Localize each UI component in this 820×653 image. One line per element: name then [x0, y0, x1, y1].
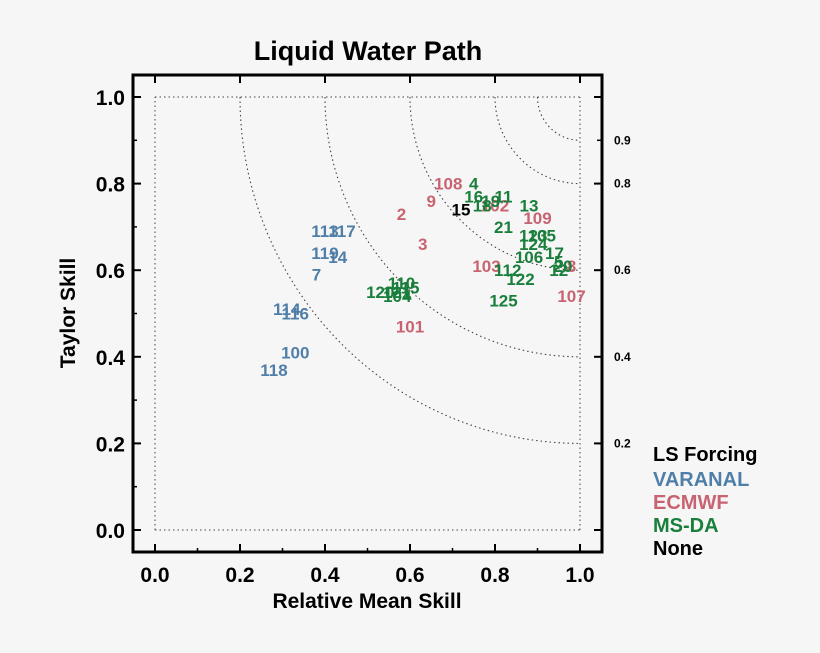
skill-arc — [494, 96, 581, 185]
arc-label: 0.9 — [614, 133, 631, 147]
point-label: 14 — [328, 248, 347, 267]
skill-arc — [409, 96, 581, 271]
y-tick-label: 0.2 — [96, 433, 125, 456]
point-label: 102 — [481, 196, 509, 215]
x-tick-label: 0.4 — [310, 564, 340, 587]
point-label: 13 — [520, 196, 539, 215]
point-label: 15 — [452, 201, 471, 220]
point-label: 114 — [273, 300, 301, 319]
point-label: 5 — [554, 253, 563, 272]
legend-entry: MS-DA — [653, 515, 719, 537]
point-label: 17 — [545, 244, 564, 263]
legend-entry: None — [653, 538, 703, 560]
point-label: 101 — [396, 317, 424, 336]
point-label: 3 — [418, 235, 427, 254]
legend-entry: ECMWF — [653, 492, 729, 514]
point-label: 107 — [557, 287, 585, 306]
point-label: 123 — [519, 227, 547, 246]
point-label: 103 — [472, 257, 500, 276]
arc-label: 0.8 — [614, 177, 631, 191]
point-label: 20 — [554, 257, 573, 276]
point-label: 109 — [523, 209, 551, 228]
y-tick-label: 0.8 — [96, 174, 126, 197]
point-label: 16 — [464, 188, 483, 207]
y-tick-label: 0.0 — [96, 520, 125, 543]
x-tick-label: 0.0 — [140, 564, 169, 587]
skill-arc — [324, 96, 581, 358]
grid-layer — [154, 96, 581, 531]
point-label: 2 — [397, 205, 406, 224]
y-tick-label: 1.0 — [96, 87, 125, 110]
y-tick-label: 0.4 — [96, 347, 126, 370]
plot-frame — [131, 73, 604, 554]
point-label: 12 — [549, 261, 568, 280]
legend-title: LS Forcing — [653, 444, 757, 466]
point-label: 118 — [260, 361, 287, 380]
point-label: 4 — [469, 175, 479, 194]
point-label: 100 — [281, 343, 309, 362]
arc-label: 0.4 — [614, 350, 631, 364]
point-label: 121 — [383, 283, 411, 302]
x-tick-label: 1.0 — [565, 564, 594, 587]
point-label: 105 — [528, 227, 556, 246]
tick-layer: 0.0 0.2 0.4 0.6 0.8 1.0 0.0 0.2 0.4 0.6 0.8 1.0 0.9 0… — [96, 75, 631, 587]
point-label: 124 — [519, 235, 548, 254]
point-label: 7 — [312, 266, 321, 285]
legend-entry: VARANAL — [653, 469, 749, 491]
point-label: 19 — [481, 192, 500, 211]
point-label: 116 — [282, 305, 309, 324]
y-tick-label: 0.6 — [96, 260, 125, 283]
point-label: 117 — [328, 222, 355, 241]
point-label: 110 — [388, 274, 415, 293]
point-label: 9 — [427, 192, 436, 211]
point-label: 120 — [366, 283, 394, 302]
point-label: 119 — [311, 244, 338, 263]
chart-title: Liquid Water Path — [254, 36, 483, 66]
arc-label: 0.2 — [614, 436, 631, 450]
arc-label: 0.6 — [614, 263, 631, 277]
point-label: 18 — [473, 196, 492, 215]
point-label: 122 — [506, 270, 534, 289]
x-tick-label: 0.6 — [395, 564, 424, 587]
point-label: 104 — [383, 287, 412, 306]
point-label: 112 — [494, 261, 521, 280]
point-label: 8 — [567, 257, 576, 276]
point-label: 21 — [494, 218, 513, 237]
point-label: 11 — [495, 188, 513, 207]
point-label: 106 — [515, 248, 543, 267]
skill-arc — [239, 96, 581, 444]
x-tick-label: 0.8 — [480, 564, 510, 587]
x-axis-label: Relative Mean Skill — [272, 590, 461, 613]
point-label: 125 — [489, 292, 517, 311]
y-axis-label: Taylor Skill — [57, 258, 80, 369]
x-tick-label: 0.2 — [225, 564, 254, 587]
skill-contour-arcs — [239, 96, 581, 444]
point-label: 115 — [392, 279, 419, 298]
point-label: 113 — [311, 222, 338, 241]
point-label: 108 — [434, 175, 462, 194]
skill-arc — [536, 96, 581, 141]
